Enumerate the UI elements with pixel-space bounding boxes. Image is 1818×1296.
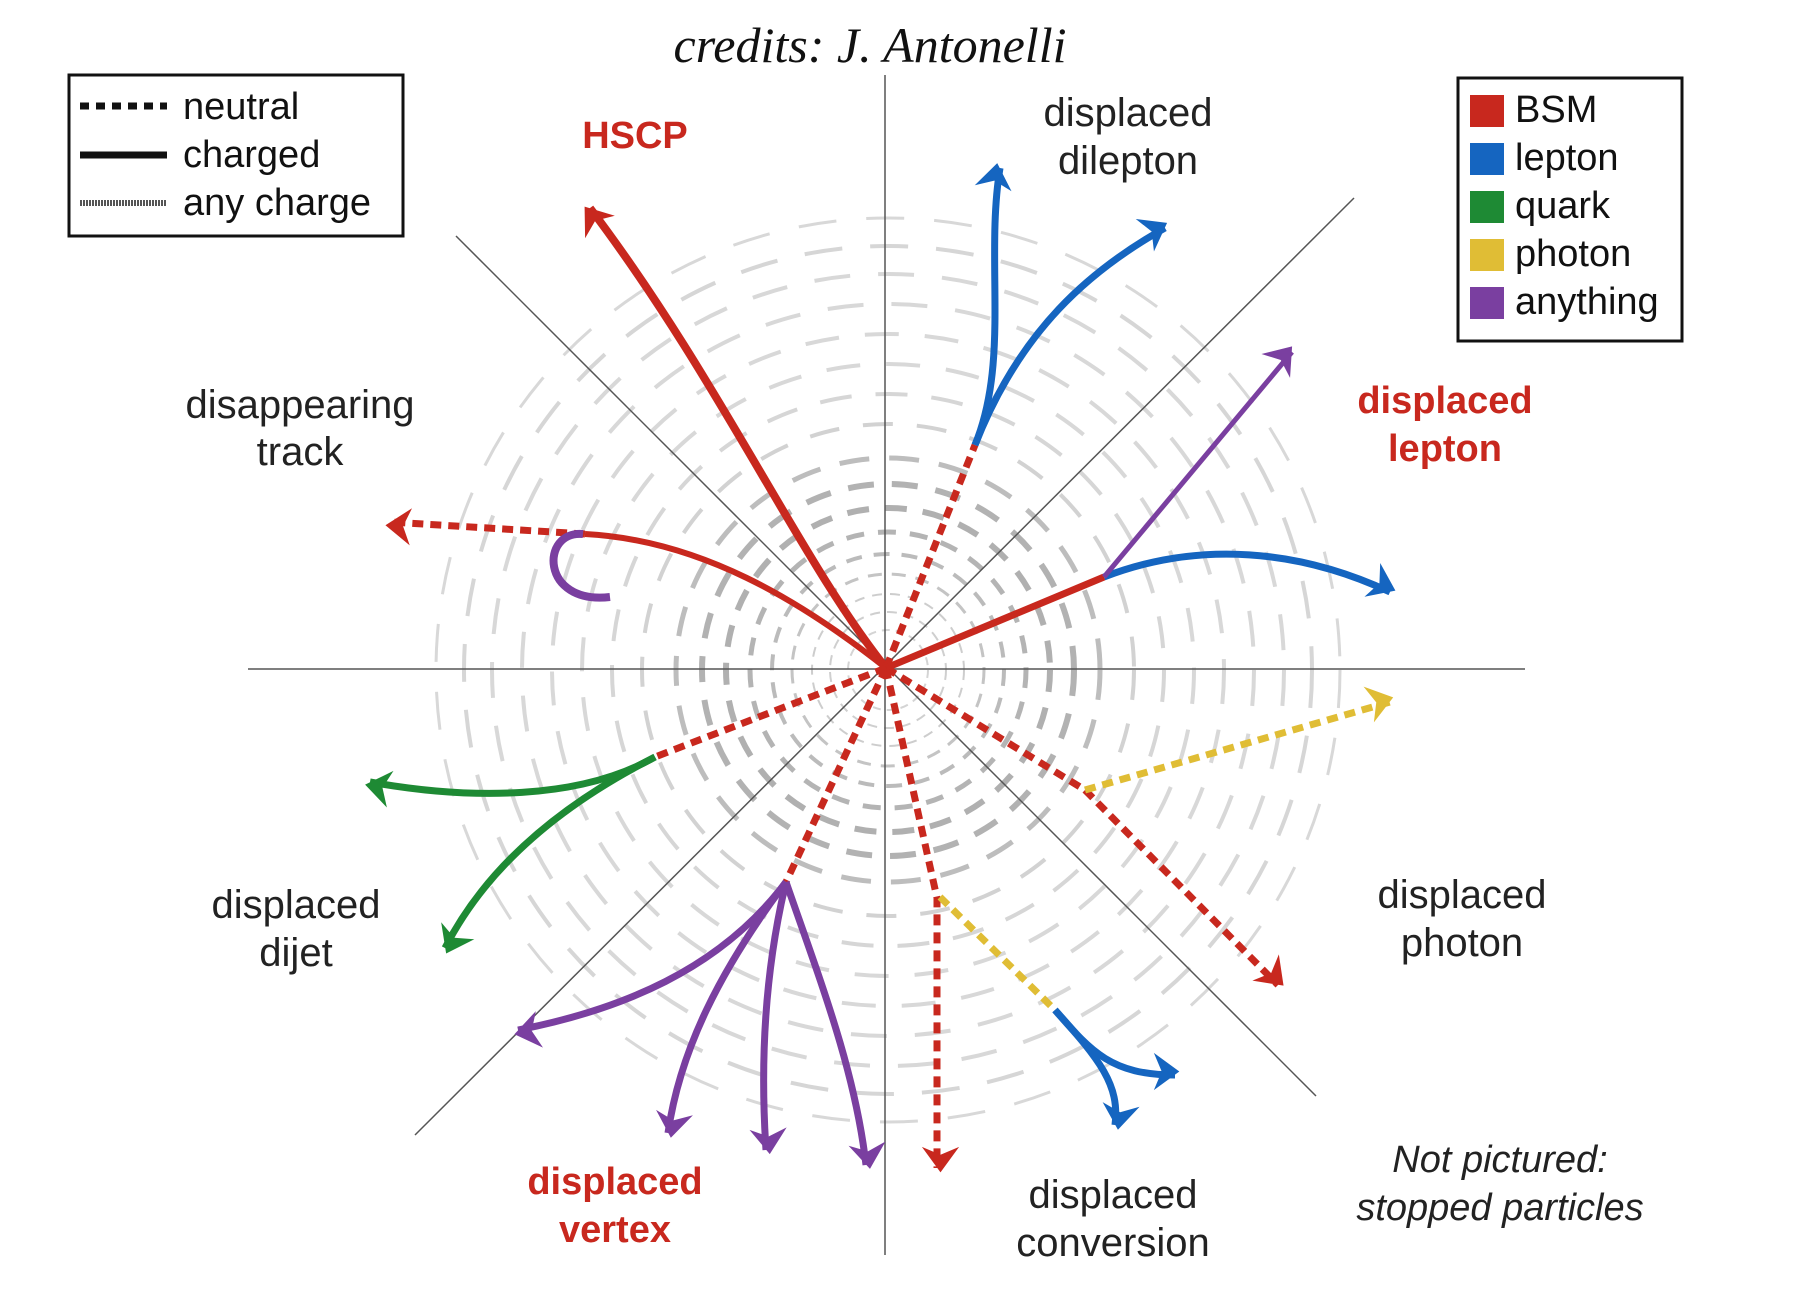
detector-rings (434, 216, 1342, 1124)
label-displaced-conversion-2: conversion (1016, 1221, 1209, 1265)
legend-swatch-lepton (1470, 143, 1504, 175)
vertex-anything-4 (782, 880, 886, 1169)
displaced-lepton-anything (1102, 346, 1294, 579)
style-legend: neutral charged any charge (67, 73, 405, 238)
displaced-photon-bsm-2 (1082, 787, 1284, 988)
label-displaced-dilepton-1: displaced (1043, 91, 1212, 135)
label-disappearing-track-2: track (257, 430, 345, 474)
dilepton-neutral (882, 443, 979, 670)
label-displaced-vertex-2: vertex (559, 1209, 671, 1251)
label-displaced-lepton-2: lepton (1388, 428, 1502, 470)
displaced-photon-photon (1084, 686, 1394, 794)
legend-swatch-bsm (1470, 95, 1504, 127)
displaced-lepton-bsm (884, 573, 1106, 672)
credit-text: credits: J. Antonelli (674, 17, 1067, 73)
displaced-lepton-lepton (1102, 550, 1396, 597)
note-line-1: Not pictured: (1392, 1139, 1607, 1181)
label-displaced-dilepton-2: dilepton (1058, 139, 1198, 183)
label-displaced-conversion-1: displaced (1028, 1173, 1197, 1217)
legend-any-charge-label: any charge (183, 182, 371, 224)
label-displaced-dijet-2: dijet (259, 931, 332, 975)
dijet-bsm-neutral (653, 664, 888, 761)
label-displaced-lepton-1: displaced (1357, 380, 1532, 422)
dijet-quark-1 (365, 753, 657, 808)
disappearing-curl (549, 529, 611, 602)
conversion-lepton-1 (1052, 1007, 1180, 1091)
dijet-quark-2 (441, 753, 657, 954)
legend-swatch-quark (1470, 191, 1504, 223)
conversion-bsm-neutral (882, 667, 960, 1173)
legend-charged-label: charged (183, 134, 320, 176)
label-displaced-dijet-1: displaced (211, 883, 380, 927)
note-line-2: stopped particles (1356, 1187, 1643, 1229)
disappearing-track (584, 531, 888, 671)
legend-neutral-label: neutral (183, 86, 299, 128)
conversion-photon (937, 894, 1058, 1013)
legend-anything-label: anything (1515, 281, 1659, 323)
legend-swatch-anything (1470, 287, 1504, 319)
conversion-lepton-2 (1052, 1007, 1140, 1130)
label-displaced-vertex-1: displaced (527, 1161, 702, 1203)
legend-quark-label: quark (1515, 185, 1611, 227)
displaced-photon-bsm (884, 665, 1087, 793)
vertex-bsm-neutral (782, 666, 890, 884)
style-legend-box (67, 73, 405, 238)
legend-lepton-label: lepton (1515, 137, 1619, 179)
legend-bsm-label: BSM (1515, 89, 1597, 131)
label-disappearing-track-1: disappearing (185, 383, 414, 427)
label-hscp: HSCP (582, 115, 688, 157)
label-displaced-photon-1: displaced (1377, 873, 1546, 917)
vertex-anything-1 (514, 879, 789, 1048)
color-legend: BSM lepton quark photon anything (1456, 76, 1684, 343)
hscp-track (584, 205, 890, 671)
vertex-anything-3 (749, 881, 790, 1155)
disappearing-neutral (385, 508, 586, 546)
label-displaced-photon-2: photon (1401, 921, 1523, 965)
tracks (365, 163, 1396, 1173)
legend-photon-label: photon (1515, 233, 1631, 275)
dilepton-lepton-2 (971, 219, 1168, 447)
legend-swatch-photon (1470, 239, 1504, 271)
vertex-anything-2 (656, 879, 789, 1138)
